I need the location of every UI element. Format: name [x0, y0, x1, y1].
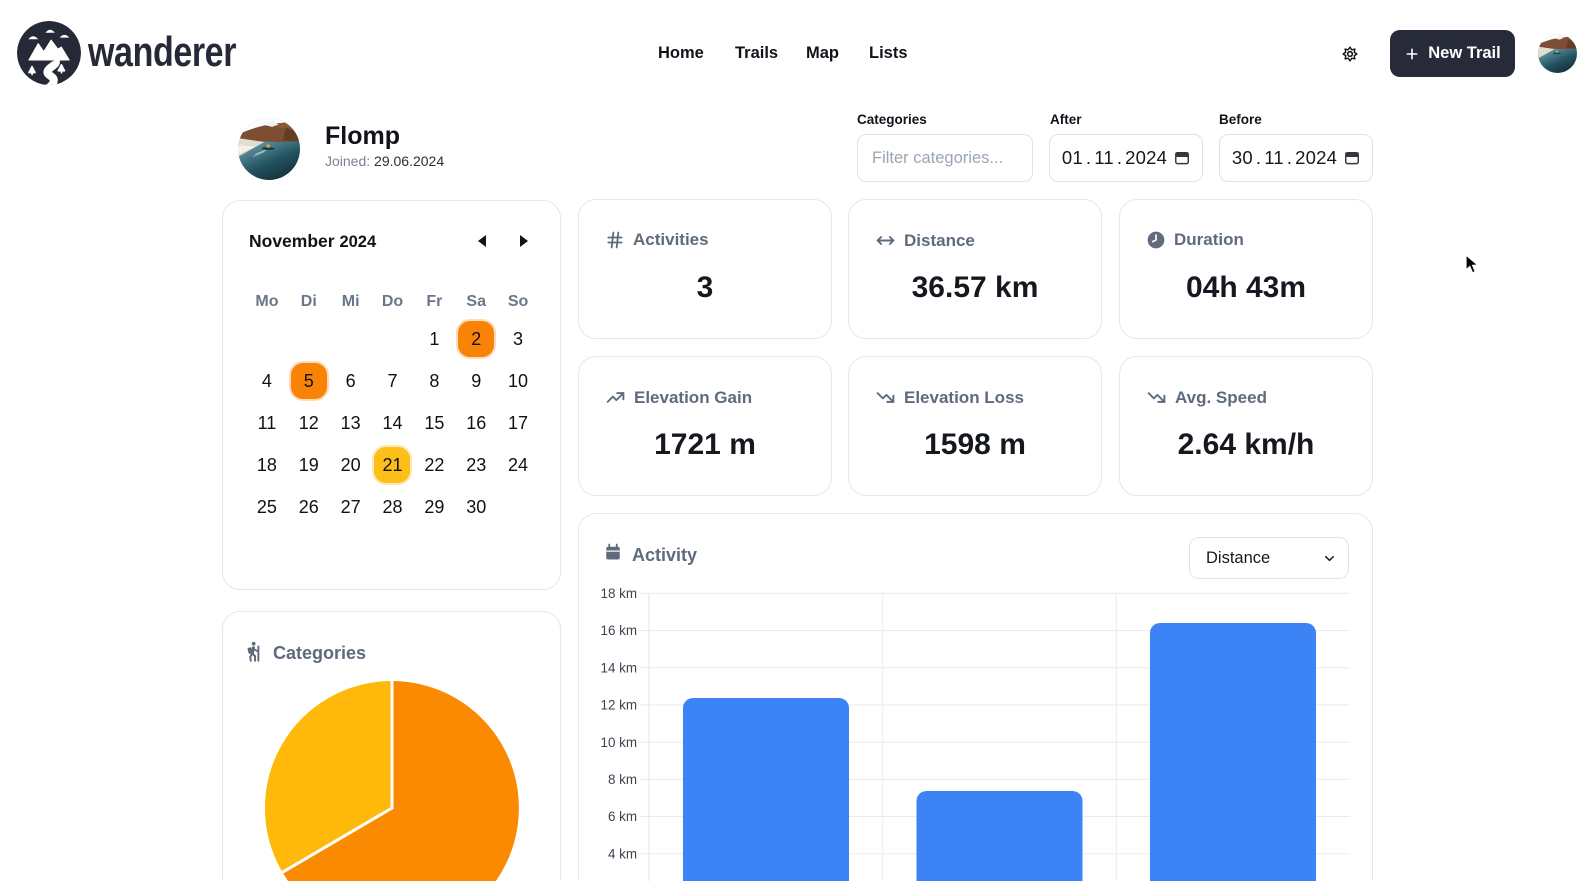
- svg-text:4 km: 4 km: [608, 846, 637, 861]
- svg-text:6 km: 6 km: [608, 809, 637, 824]
- svg-text:18 km: 18 km: [601, 586, 637, 601]
- svg-text:10 km: 10 km: [601, 735, 637, 750]
- svg-text:12 km: 12 km: [601, 698, 637, 713]
- svg-text:16 km: 16 km: [601, 623, 637, 638]
- svg-text:8 km: 8 km: [608, 772, 637, 787]
- svg-text:14 km: 14 km: [601, 660, 637, 675]
